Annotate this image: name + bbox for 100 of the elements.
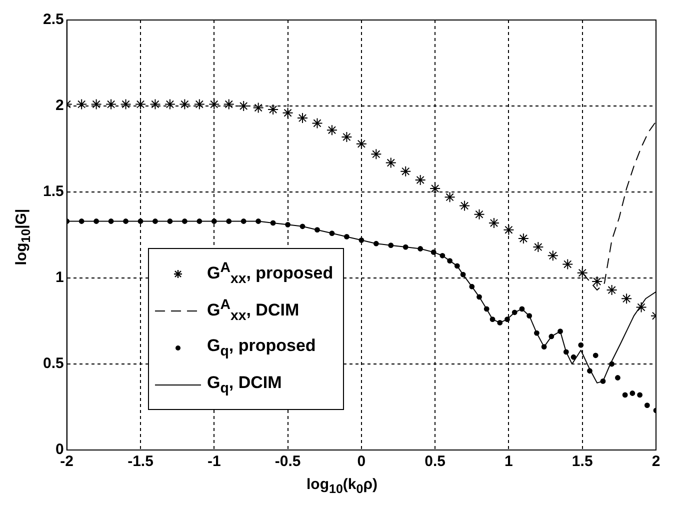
point <box>469 284 475 290</box>
point <box>447 258 452 264</box>
point <box>476 294 482 300</box>
point <box>358 237 364 243</box>
legend-label: G$^{A}$$_{xx}$, proposed <box>207 260 334 288</box>
point <box>578 342 584 348</box>
y-tick-label: 0.5 <box>42 355 64 372</box>
point <box>503 224 514 236</box>
point <box>106 98 117 110</box>
point <box>587 368 592 374</box>
point <box>344 234 350 240</box>
point <box>329 230 335 236</box>
point <box>94 218 100 224</box>
y-tick-label: 1 <box>56 269 64 286</box>
point <box>526 313 532 319</box>
legend-label: G$_{q}$, proposed <box>207 336 316 360</box>
point <box>356 138 367 150</box>
point <box>621 293 632 304</box>
point <box>636 302 647 313</box>
point <box>534 330 540 336</box>
x-tick-label: -0.5 <box>274 453 301 470</box>
point <box>592 352 598 358</box>
point <box>454 263 460 269</box>
x-tick-label: 2 <box>652 453 660 470</box>
point <box>297 112 308 124</box>
point <box>256 218 262 224</box>
point <box>592 276 603 287</box>
point <box>226 218 232 224</box>
point <box>108 218 114 224</box>
point <box>474 208 485 220</box>
point <box>418 246 424 252</box>
point <box>268 104 279 115</box>
point <box>609 361 615 367</box>
point <box>223 98 234 110</box>
point <box>179 98 190 110</box>
point <box>440 252 446 258</box>
point <box>400 166 412 177</box>
point <box>182 218 188 224</box>
point <box>312 118 323 129</box>
point <box>548 334 554 340</box>
point <box>630 390 636 396</box>
point <box>326 124 338 136</box>
point <box>563 349 569 355</box>
point <box>490 316 496 322</box>
legend-label: G$_{q}$, DCIM <box>207 372 282 396</box>
point <box>558 328 563 334</box>
point <box>138 218 144 224</box>
x-tick-label: 0.5 <box>424 453 446 470</box>
point <box>134 98 146 110</box>
point <box>164 98 176 110</box>
point <box>314 227 320 233</box>
point <box>194 98 205 110</box>
point <box>615 375 620 380</box>
point <box>512 310 518 316</box>
point <box>373 240 379 246</box>
point <box>622 392 628 398</box>
point <box>547 250 558 262</box>
x-tick-label: -1 <box>207 453 221 470</box>
point <box>430 183 441 194</box>
point <box>519 306 525 312</box>
point <box>570 354 576 360</box>
point <box>76 98 88 110</box>
point <box>196 218 202 224</box>
point <box>388 242 394 248</box>
point <box>518 232 529 244</box>
point <box>240 218 246 224</box>
point <box>90 98 102 110</box>
point <box>460 272 466 278</box>
point <box>252 102 264 114</box>
point <box>637 392 642 398</box>
point <box>504 316 510 322</box>
point <box>78 218 84 224</box>
x-tick-label: 1 <box>504 453 513 470</box>
point <box>208 98 220 110</box>
x-tick-label: 1.5 <box>572 453 593 470</box>
point <box>459 200 470 212</box>
point <box>150 98 161 110</box>
point <box>541 344 547 350</box>
point <box>402 244 408 250</box>
point <box>385 157 396 168</box>
point <box>488 217 500 228</box>
point <box>484 306 490 312</box>
point <box>282 107 294 118</box>
point <box>300 224 306 230</box>
point <box>152 218 158 224</box>
point <box>370 148 382 160</box>
point <box>644 402 650 408</box>
y-tick-label: 1.5 <box>42 183 64 200</box>
point <box>444 192 456 203</box>
y-tick-label: 2 <box>56 97 64 114</box>
x-tick-label: -1.5 <box>128 453 154 470</box>
x-tick-label: 0 <box>357 453 366 470</box>
point <box>270 220 276 226</box>
point <box>600 378 606 384</box>
point <box>576 267 588 278</box>
point <box>120 98 132 110</box>
point <box>430 250 436 255</box>
point <box>123 218 128 224</box>
point <box>211 218 217 224</box>
point <box>167 218 173 224</box>
